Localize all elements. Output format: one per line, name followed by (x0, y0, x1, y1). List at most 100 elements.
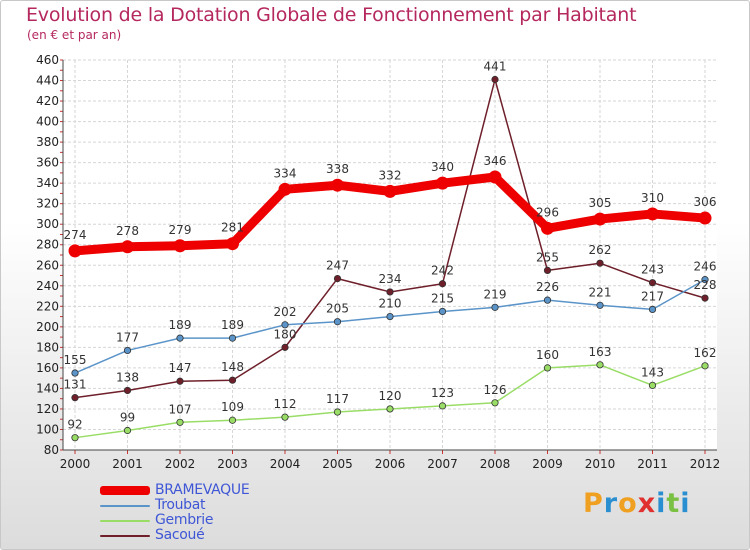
data-label-troubat: 210 (379, 297, 402, 311)
logo-letter: o (618, 488, 638, 519)
data-label-sacoue: 180 (274, 327, 297, 341)
y-tick-label: 280 (36, 238, 59, 252)
legend-swatch-gembrie (100, 520, 150, 522)
y-tick-label: 120 (36, 402, 59, 416)
point-sacoue (176, 377, 184, 385)
point-sacoue (228, 376, 237, 384)
point-troubat (228, 334, 237, 342)
data-label-gembrie: 123 (431, 386, 454, 400)
data-label-bramevaque: 274 (64, 228, 87, 242)
point-sacoue (71, 394, 79, 402)
data-label-troubat: 177 (116, 330, 139, 344)
point-sacoue (701, 294, 709, 302)
point-sacoue (648, 279, 657, 287)
legend-label-bramevaque: BRAMEVAQUE (155, 482, 250, 498)
point-gembrie (491, 399, 499, 407)
x-tick-label: 2002 (165, 457, 196, 471)
point-bramevaque (646, 207, 659, 221)
data-label-bramevaque: 296 (536, 205, 559, 219)
x-tick-label: 2001 (112, 457, 143, 471)
y-tick-label: 100 (36, 422, 59, 436)
data-label-sacoue: 247 (326, 259, 349, 273)
data-label-troubat: 217 (641, 289, 664, 303)
point-gembrie (71, 434, 79, 442)
y-tick-label: 160 (36, 361, 59, 375)
data-label-sacoue: 255 (536, 250, 559, 264)
logo-letter: i (680, 488, 691, 519)
point-gembrie (543, 364, 552, 372)
point-gembrie (648, 381, 657, 389)
data-labels: 131 138 147 148 180 247 234 242 441 255 262 243 228 9… (64, 60, 717, 432)
x-tick-label: 2000 (60, 457, 91, 471)
data-label-sacoue: 228 (694, 278, 717, 292)
point-troubat (333, 318, 342, 326)
y-tick-label: 360 (36, 156, 59, 170)
x-tick-label: 2009 (532, 457, 563, 471)
data-label-gembrie: 92 (67, 418, 82, 432)
point-sacoue (386, 288, 394, 296)
x-tick-label: 2005 (322, 457, 353, 471)
data-label-troubat: 155 (64, 353, 87, 367)
data-label-sacoue: 147 (169, 361, 192, 375)
data-label-sacoue: 148 (221, 360, 244, 374)
data-label-troubat: 189 (221, 318, 244, 332)
y-tick-label: 140 (36, 381, 59, 395)
point-troubat (438, 307, 447, 316)
y-tick-label: 320 (36, 197, 59, 211)
data-label-gembrie: 99 (120, 411, 135, 425)
point-troubat (386, 312, 394, 321)
logo-letter: x (637, 488, 657, 519)
data-label-gembrie: 160 (536, 348, 559, 362)
data-label-bramevaque: 338 (326, 162, 349, 176)
x-tick-label: 2007 (427, 457, 458, 471)
point-troubat (71, 369, 79, 377)
point-sacoue (438, 280, 447, 288)
legend-swatch-troubat (100, 505, 150, 507)
logo-letter: r (603, 488, 619, 519)
point-bramevaque (436, 176, 449, 190)
data-label-troubat: 219 (484, 287, 507, 301)
y-tick-label: 80 (44, 443, 59, 457)
legend-swatch-bramevaque (100, 486, 150, 495)
data-label-sacoue: 243 (641, 263, 664, 277)
y-tick-label: 260 (36, 258, 59, 272)
data-label-bramevaque: 305 (589, 196, 612, 210)
x-tick-label: 2008 (480, 457, 511, 471)
point-sacoue (543, 266, 552, 274)
point-sacoue (123, 386, 132, 395)
point-gembrie (228, 416, 237, 424)
data-label-bramevaque: 281 (221, 221, 244, 235)
chart-title: Evolution de la Dotation Globale de Fonc… (26, 4, 637, 26)
x-tick-label: 2010 (585, 457, 616, 471)
data-label-gembrie: 117 (326, 392, 349, 406)
point-gembrie (281, 413, 289, 421)
y-tick-label: 240 (36, 279, 59, 293)
point-troubat (491, 303, 499, 311)
data-label-sacoue: 262 (589, 243, 612, 257)
data-label-gembrie: 112 (274, 397, 297, 411)
data-label-troubat: 226 (536, 280, 559, 294)
y-tick-label: 460 (36, 53, 59, 67)
data-label-troubat: 215 (431, 291, 454, 305)
data-label-bramevaque: 279 (169, 223, 192, 237)
point-bramevaque (68, 244, 82, 258)
point-troubat (123, 346, 132, 355)
data-label-gembrie: 163 (589, 345, 612, 359)
point-bramevaque (226, 237, 239, 251)
data-label-bramevaque: 346 (484, 154, 507, 168)
point-bramevaque (593, 212, 607, 226)
axes: 80 100 120 140 160 180 200 220 240 260 280 300 320 34… (36, 53, 720, 471)
point-bramevaque (488, 170, 502, 184)
data-label-bramevaque: 332 (379, 168, 402, 182)
point-troubat (701, 276, 709, 284)
data-label-gembrie: 120 (379, 389, 402, 403)
point-sacoue (596, 259, 604, 267)
data-label-bramevaque: 278 (116, 224, 139, 238)
y-tick-label: 300 (36, 217, 59, 231)
point-gembrie (123, 426, 132, 435)
y-tick-label: 180 (36, 340, 59, 354)
data-label-troubat: 221 (589, 285, 612, 299)
point-troubat (176, 334, 184, 342)
point-gembrie (176, 418, 184, 426)
x-tick-label: 2012 (690, 457, 721, 471)
